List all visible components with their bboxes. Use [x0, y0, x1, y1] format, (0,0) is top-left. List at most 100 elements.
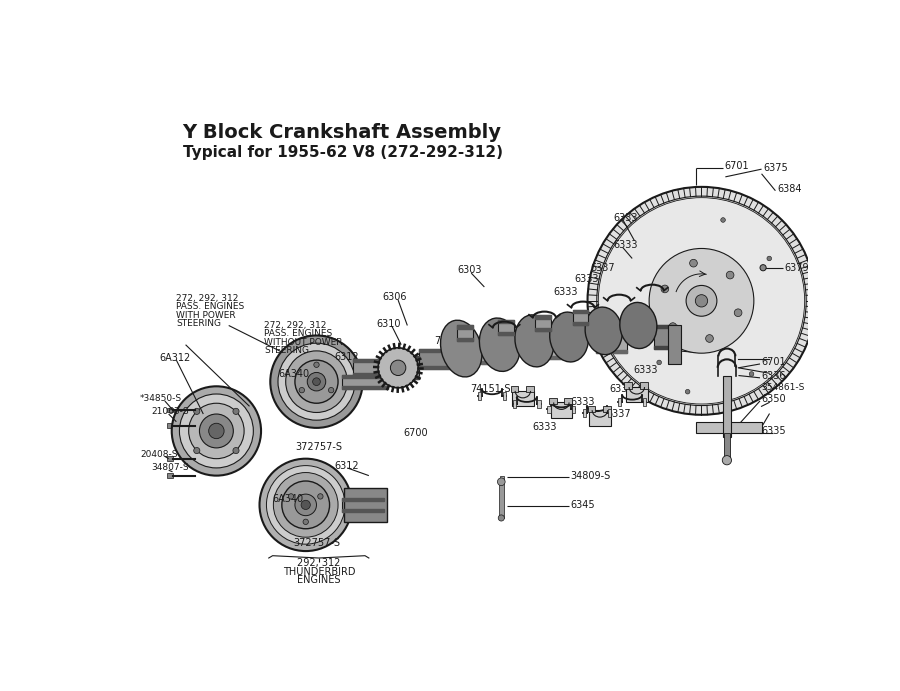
Text: PASS. ENGINES: PASS. ENGINES — [264, 330, 332, 339]
Circle shape — [312, 378, 320, 386]
Bar — [625, 382, 632, 388]
Circle shape — [194, 408, 200, 415]
Polygon shape — [513, 400, 516, 408]
Text: 6310: 6310 — [376, 319, 401, 329]
Text: 6A312: 6A312 — [159, 353, 191, 363]
Circle shape — [749, 372, 754, 377]
Bar — [653, 325, 677, 350]
Circle shape — [378, 348, 419, 388]
Text: STEERING: STEERING — [264, 346, 309, 355]
Ellipse shape — [440, 320, 482, 377]
Text: 20408-S: 20408-S — [140, 451, 177, 460]
Text: 6384: 6384 — [777, 184, 802, 194]
Bar — [510, 386, 518, 392]
Polygon shape — [596, 350, 626, 353]
Circle shape — [307, 372, 326, 391]
Circle shape — [270, 335, 363, 428]
Text: 6336: 6336 — [658, 342, 682, 352]
Polygon shape — [583, 409, 586, 417]
Polygon shape — [342, 498, 384, 501]
Text: 6312: 6312 — [334, 461, 359, 471]
Ellipse shape — [620, 303, 657, 348]
Circle shape — [499, 515, 504, 521]
Circle shape — [734, 309, 742, 316]
Circle shape — [172, 386, 261, 475]
Text: 6701: 6701 — [761, 357, 787, 367]
Bar — [549, 398, 557, 404]
Text: 6333: 6333 — [574, 274, 599, 284]
Ellipse shape — [515, 315, 554, 367]
Polygon shape — [547, 406, 551, 413]
Text: 6333: 6333 — [613, 240, 637, 249]
Circle shape — [657, 360, 662, 365]
Bar — [573, 310, 589, 325]
Text: 21063-S: 21063-S — [152, 407, 189, 416]
Circle shape — [760, 265, 766, 271]
Ellipse shape — [550, 312, 589, 362]
Polygon shape — [572, 406, 575, 413]
Polygon shape — [503, 392, 506, 400]
Text: PASS. ENGINES: PASS. ENGINES — [176, 303, 245, 312]
Bar — [603, 406, 610, 412]
Text: WITHOUT POWER: WITHOUT POWER — [264, 338, 343, 347]
Bar — [596, 333, 626, 353]
Polygon shape — [538, 355, 569, 359]
Text: 6333: 6333 — [610, 384, 634, 395]
Circle shape — [649, 249, 754, 353]
Circle shape — [278, 343, 355, 420]
Polygon shape — [596, 333, 626, 337]
Bar — [590, 410, 610, 426]
Polygon shape — [410, 365, 415, 370]
Bar — [526, 386, 534, 392]
Text: 272, 292, 312: 272, 292, 312 — [176, 294, 238, 303]
Circle shape — [302, 500, 310, 509]
Polygon shape — [167, 473, 174, 478]
Circle shape — [685, 390, 690, 394]
Text: Typical for 1955-62 V8 (272-292-312): Typical for 1955-62 V8 (272-292-312) — [183, 144, 502, 160]
Circle shape — [721, 218, 725, 223]
Text: 6333: 6333 — [633, 365, 658, 375]
Polygon shape — [618, 398, 621, 406]
Text: 372757-S: 372757-S — [296, 442, 343, 452]
Polygon shape — [608, 409, 610, 417]
Text: 6333: 6333 — [613, 213, 637, 223]
Polygon shape — [342, 386, 388, 388]
Circle shape — [233, 408, 239, 415]
Bar — [538, 339, 569, 359]
Text: THUNDERBIRD: THUNDERBIRD — [283, 567, 355, 577]
Circle shape — [314, 362, 319, 368]
Circle shape — [767, 256, 771, 261]
Polygon shape — [478, 392, 482, 400]
Polygon shape — [538, 339, 569, 341]
Text: 74151-S: 74151-S — [471, 384, 511, 395]
Text: 6333: 6333 — [554, 287, 578, 297]
Polygon shape — [354, 359, 400, 363]
Bar — [354, 359, 400, 377]
Text: 6379: 6379 — [785, 263, 809, 273]
Polygon shape — [536, 328, 551, 331]
Text: 6303: 6303 — [457, 265, 482, 275]
Text: 6306: 6306 — [382, 292, 407, 302]
Circle shape — [189, 404, 244, 459]
Polygon shape — [396, 357, 418, 359]
Circle shape — [288, 493, 293, 499]
Text: 34809-S: 34809-S — [571, 471, 611, 481]
Polygon shape — [723, 375, 731, 437]
Text: 6337: 6337 — [606, 409, 631, 419]
Polygon shape — [500, 475, 504, 482]
Polygon shape — [653, 346, 677, 350]
Bar — [344, 488, 387, 522]
Polygon shape — [457, 338, 472, 341]
Polygon shape — [573, 323, 589, 325]
Circle shape — [391, 360, 406, 375]
Polygon shape — [643, 398, 646, 406]
Text: 6A340: 6A340 — [273, 494, 303, 504]
Circle shape — [318, 493, 323, 499]
Text: 6312: 6312 — [334, 352, 359, 362]
Circle shape — [689, 259, 698, 267]
Polygon shape — [668, 325, 680, 364]
Polygon shape — [418, 366, 450, 368]
Text: STEERING: STEERING — [176, 319, 221, 328]
Circle shape — [209, 424, 224, 439]
Polygon shape — [537, 400, 541, 408]
